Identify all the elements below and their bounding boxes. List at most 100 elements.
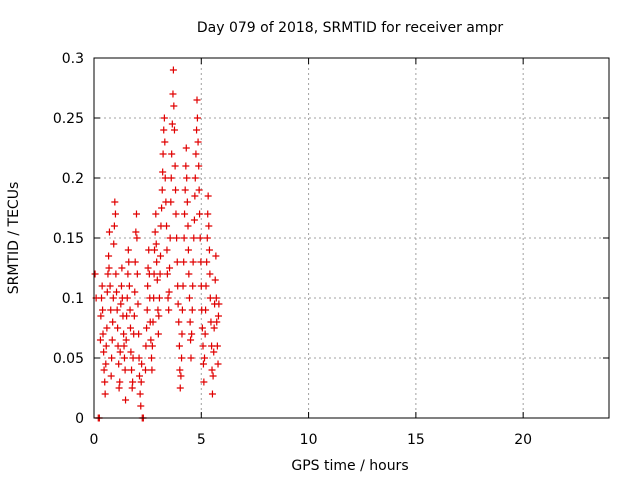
data-point [212, 252, 220, 260]
data-point [176, 366, 184, 374]
y-tick-label: 0.05 [53, 351, 84, 367]
data-point [173, 234, 181, 242]
y-tick-label: 0.25 [53, 111, 84, 127]
x-tick-label: 0 [90, 432, 99, 448]
data-point [105, 264, 113, 272]
data-point [194, 138, 202, 146]
data-point [172, 210, 180, 218]
data-point [126, 306, 134, 314]
data-point [135, 372, 143, 380]
data-point [214, 360, 222, 368]
data-point [169, 90, 177, 98]
data-point [187, 354, 195, 362]
data-point [127, 348, 135, 356]
data-point [150, 270, 158, 278]
data-point [125, 282, 133, 290]
data-point [112, 270, 120, 278]
data-point [212, 294, 220, 302]
data-point [167, 174, 175, 182]
data-point [208, 366, 216, 374]
x-tick-label: 15 [407, 432, 425, 448]
data-point [214, 312, 222, 320]
data-point [163, 246, 171, 254]
data-point [99, 306, 107, 314]
data-point [202, 306, 210, 314]
data-point [91, 270, 99, 278]
data-point [111, 198, 119, 206]
data-point [148, 354, 156, 362]
axis-ticks: 0 0.05 0.1 0.15 0.2 0.25 0.3 0 5 10 15 20 [53, 51, 609, 448]
x-tick-label: 5 [197, 432, 206, 448]
data-point [114, 324, 122, 332]
data-point [104, 270, 112, 278]
data-point [142, 342, 150, 350]
data-point [110, 240, 118, 248]
data-point [106, 282, 114, 290]
data-point [190, 216, 198, 224]
data-point [103, 324, 111, 332]
data-point [110, 222, 118, 230]
data-point [192, 150, 200, 158]
data-point [201, 354, 209, 362]
data-point [136, 390, 144, 398]
data-point [154, 330, 162, 338]
data-point [111, 210, 119, 218]
data-point [200, 378, 208, 386]
data-point [153, 276, 161, 284]
data-point [178, 354, 186, 362]
data-point [166, 264, 174, 272]
data-point [100, 348, 108, 356]
data-point [107, 372, 115, 380]
data-point [98, 294, 106, 302]
data-point [102, 342, 110, 350]
data-point [178, 306, 186, 314]
data-point [109, 294, 117, 302]
data-point [115, 360, 123, 368]
data-point [155, 312, 163, 320]
data-point [107, 306, 115, 314]
data-point [102, 360, 110, 368]
data-point [99, 330, 107, 338]
data-point [161, 174, 169, 182]
data-point [100, 366, 108, 374]
data-point [160, 126, 168, 134]
data-point [155, 294, 163, 302]
data-point [206, 270, 214, 278]
data-point [108, 336, 116, 344]
data-point [126, 324, 134, 332]
data-point [170, 102, 178, 110]
data-point [175, 318, 183, 326]
y-axis-label: SRMTID / TECUs [6, 182, 22, 295]
data-point [193, 126, 201, 134]
data-point [135, 354, 143, 362]
data-point [133, 270, 141, 278]
data-point [186, 318, 194, 326]
y-tick-label: 0.3 [62, 51, 84, 67]
data-point [185, 270, 193, 278]
data-point [179, 282, 187, 290]
data-point [187, 336, 195, 344]
data-point [132, 228, 140, 236]
data-point [182, 144, 190, 152]
data-point [171, 162, 179, 170]
data-point [161, 138, 169, 146]
data-point [178, 330, 186, 338]
data-point [181, 186, 189, 194]
data-point [213, 318, 221, 326]
data-point [182, 162, 190, 170]
data-point [125, 258, 133, 266]
data-point [193, 114, 201, 122]
data-point [120, 342, 128, 350]
data-point [196, 210, 204, 218]
data-point [135, 330, 143, 338]
data-point [170, 126, 178, 134]
data-point [191, 192, 199, 200]
data-point [118, 264, 126, 272]
data-point [172, 186, 180, 194]
data-point [115, 384, 123, 392]
data-point [124, 246, 132, 254]
data-point [152, 210, 160, 218]
data-point [153, 258, 161, 266]
data-point [138, 360, 146, 368]
